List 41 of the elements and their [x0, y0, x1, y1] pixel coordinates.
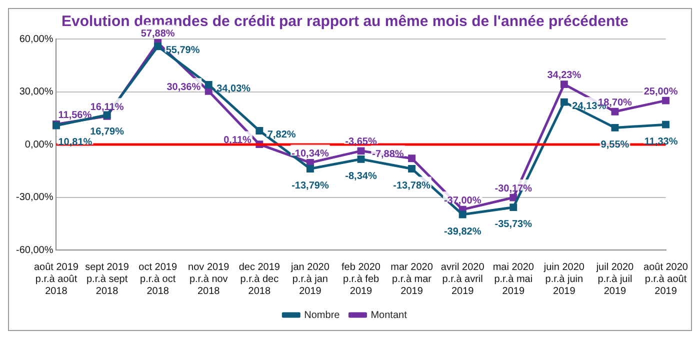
- x-tick-label: nov 2019 p.r.à nov 2018: [188, 262, 230, 297]
- x-tick-label: jan 2020 p.r.à jan 2019: [290, 262, 330, 297]
- data-label: -35,73%: [494, 219, 532, 230]
- data-label: 16,11%: [90, 102, 124, 113]
- y-tick-label: -30,00%: [16, 192, 54, 203]
- y-tick-label: -60,00%: [16, 244, 54, 256]
- x-tick-label: dec 2019 p.r.à dec 2018: [238, 262, 280, 297]
- data-label: 55,79%: [166, 45, 200, 56]
- data-label: 7,82%: [267, 130, 296, 140]
- data-label: 34,23%: [547, 70, 582, 82]
- x-tick-label: juil 2020 p.r.à juil 2019: [595, 262, 634, 297]
- x-tick-label: mai 2020 p.r.à mai 2019: [492, 262, 534, 297]
- y-tick-label: 0,00%: [24, 139, 54, 150]
- x-tick-label: août 2020 p.r.à août 2019: [644, 262, 688, 297]
- legend-label: Montant: [370, 310, 408, 321]
- y-tick-label: 60,00%: [19, 34, 54, 45]
- chart-title: Evolution demandes de crédit par rapport au même mois de l'année précédente: [61, 13, 629, 30]
- data-label: -8,34%: [345, 170, 377, 182]
- x-tick-label: avril 2020 p.r.à avril 2019: [440, 262, 485, 297]
- data-label: 9,55%: [600, 139, 630, 150]
- x-tick-label: mar 2020 p.r.à mar 2019: [390, 262, 434, 297]
- legend-label: Nombre: [304, 310, 340, 321]
- y-tick-label: 30,00%: [19, 86, 54, 98]
- data-label: 30,36%: [166, 82, 201, 93]
- x-tick-label: juin 2020 p.r.à juin 2019: [542, 262, 585, 297]
- x-tick-label: feb 2020 p.r.à feb 2019: [342, 262, 381, 297]
- data-label: 57,88%: [140, 28, 175, 40]
- x-tick-label: sept 2019 p.r.à sept 2018: [85, 262, 130, 297]
- data-label: 11,56%: [58, 110, 92, 121]
- data-label: 16,79%: [90, 126, 124, 138]
- x-tick-label: oct 2019 p.r.à oct 2018: [138, 262, 178, 297]
- data-label: -37,00%: [444, 195, 482, 206]
- data-label: -13,79%: [292, 180, 329, 192]
- data-label: 25,00%: [644, 86, 678, 98]
- data-label: -30,17%: [494, 183, 532, 194]
- data-label: 34,03%: [216, 83, 251, 94]
- x-tick-label: août 2019 p.r.à août 2018: [34, 262, 79, 297]
- data-label: -13,78%: [393, 180, 431, 192]
- data-label: -39,82%: [444, 226, 482, 238]
- data-label: -7,88%: [372, 149, 404, 160]
- data-label: -10,34%: [292, 148, 329, 160]
